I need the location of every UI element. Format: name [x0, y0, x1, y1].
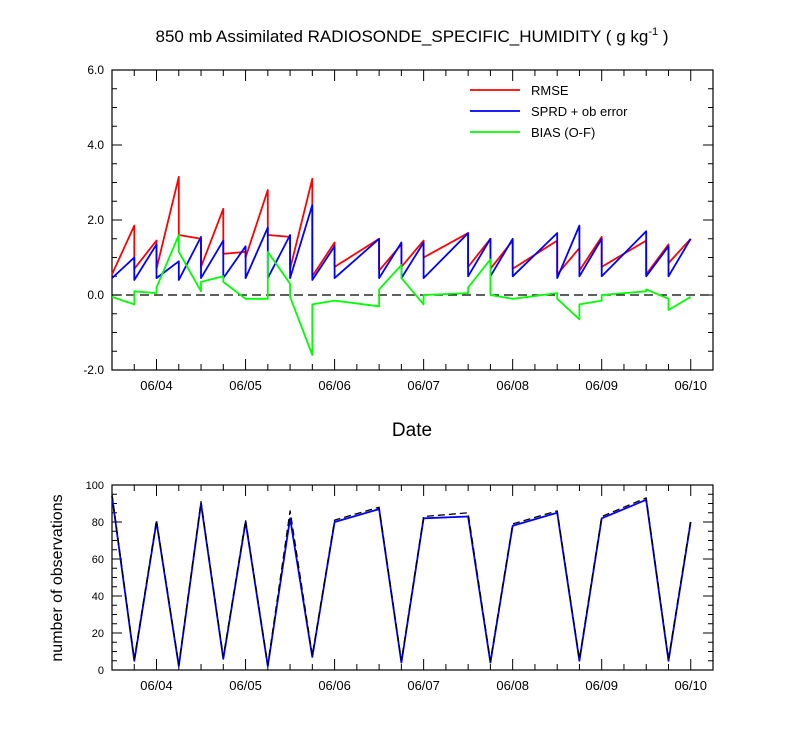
x-tick-label: 06/08 — [496, 678, 529, 693]
chart-title: 850 mb Assimilated RADIOSONDE_SPECIFIC_H… — [156, 26, 669, 46]
y-axis-label: number of observations — [49, 494, 66, 661]
y-tick-label: 2.0 — [87, 213, 104, 227]
top-plot-area: 06/04 06/05 06/06 06/07 06/08 06/09 06/10 -2.0 0… — [83, 63, 714, 393]
y-tick-label: 0 — [98, 665, 104, 677]
y-tick-label: 4.0 — [87, 138, 104, 152]
x-tick-label: 06/10 — [674, 678, 707, 693]
legend-label: RMSE — [531, 83, 569, 98]
x-axis-label: Date — [392, 420, 432, 441]
y-tick-label: 40 — [92, 591, 104, 603]
x-tick-label: 06/06 — [318, 378, 351, 393]
x-tick-label: 06/04 — [140, 678, 173, 693]
title-end: ) — [658, 27, 668, 46]
x-tick-label: 06/05 — [229, 678, 262, 693]
legend-label: BIAS (O-F) — [531, 125, 595, 140]
x-tick-label: 06/08 — [496, 378, 529, 393]
series-line-series-dashed — [111, 494, 692, 666]
x-tick-label: 06/04 — [140, 378, 173, 393]
x-tick-label: 06/09 — [585, 378, 618, 393]
x-tick-label: 06/07 — [407, 678, 440, 693]
title-main: 850 mb Assimilated RADIOSONDE_SPECIFIC_H… — [156, 27, 649, 46]
y-tick-label: 80 — [92, 517, 104, 529]
x-tick-label: 06/06 — [318, 678, 351, 693]
legend-label: SPRD + ob error — [531, 104, 628, 119]
x-tick-label: 06/07 — [407, 378, 440, 393]
series-line-bias-o-f — [111, 234, 692, 356]
series-line-sprd-ob-error — [111, 204, 692, 281]
title-superscript: -1 — [648, 26, 658, 38]
y-tick-label: 20 — [92, 628, 104, 640]
y-tick-label: 0.0 — [87, 288, 104, 302]
x-tick-label: 06/10 — [674, 378, 707, 393]
y-tick-label: 60 — [92, 554, 104, 566]
x-tick-label: 06/09 — [585, 678, 618, 693]
y-tick-label: -2.0 — [83, 363, 104, 377]
bottom-plot-area: 06/04 06/05 06/06 06/07 06/08 06/09 06/10 0 20 40… — [86, 480, 714, 693]
x-tick-label: 06/05 — [229, 378, 262, 393]
y-tick-label: 6.0 — [87, 63, 104, 77]
y-tick-label: 100 — [86, 480, 104, 492]
